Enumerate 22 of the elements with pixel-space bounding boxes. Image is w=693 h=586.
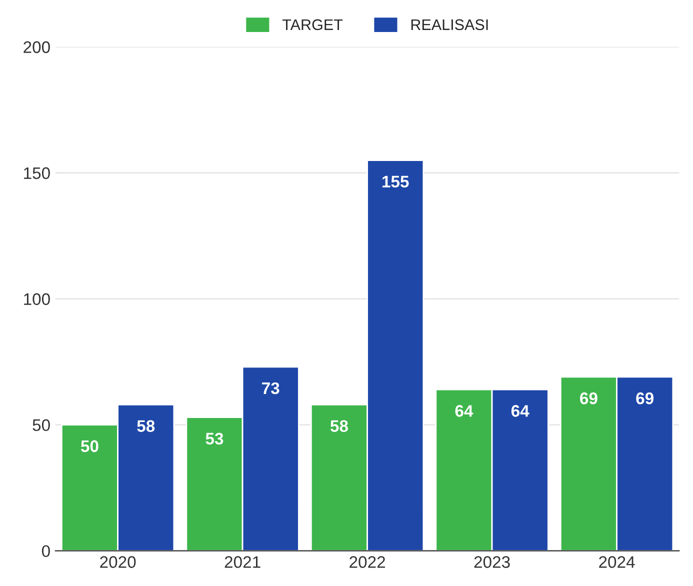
legend-label: TARGET <box>282 19 343 30</box>
y-tick-label: 200 <box>24 41 50 54</box>
y-tick-label: 100 <box>24 293 50 306</box>
data-label: 58 <box>330 420 348 432</box>
y-tick-label: 150 <box>24 167 50 180</box>
x-tick-label: 2024 <box>599 556 635 568</box>
data-label: 58 <box>137 420 155 432</box>
x-tick-label: 2023 <box>474 556 510 568</box>
data-label: 69 <box>636 392 654 404</box>
x-tick-label: 2022 <box>350 556 385 568</box>
data-label: 69 <box>580 392 598 404</box>
data-label: 50 <box>80 440 98 452</box>
y-tick-label: 50 <box>32 419 50 432</box>
legend-label: REALISASI <box>411 19 488 30</box>
x-tick-label: 2020 <box>100 556 136 568</box>
x-tick-label: 2021 <box>224 556 260 568</box>
data-label: 73 <box>262 382 280 394</box>
data-label: 64 <box>455 405 474 417</box>
data-label: 155 <box>382 176 409 188</box>
data-label: 53 <box>206 432 224 445</box>
data-label: 64 <box>511 405 530 417</box>
y-tick-label: 0 <box>42 545 50 558</box>
